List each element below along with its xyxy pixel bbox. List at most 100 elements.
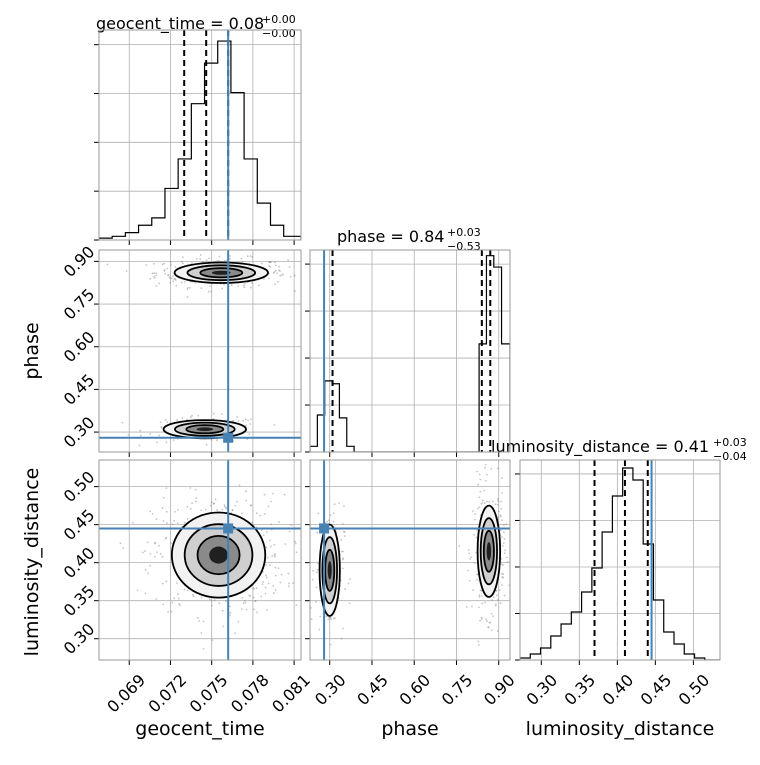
scatter-point [251,521,254,524]
scatter-point [161,263,164,266]
scatter-point [245,499,248,502]
scatter-point [250,418,252,421]
x-tick-label: 0.40 [599,670,638,709]
scatter-point [480,589,483,592]
scatter-point [167,273,170,276]
truth-marker [319,523,330,534]
scatter-point [242,602,245,604]
scatter-point [154,555,156,558]
scatter-point [245,490,247,493]
scatter-point [503,524,505,526]
x-tick-label: 0.075 [186,670,232,716]
scatter-point [279,270,281,272]
histogram-steps [99,40,301,240]
scatter-point [294,540,297,543]
scatter-point [269,261,272,264]
scatter-point [506,561,509,563]
scatter-point [263,513,266,515]
scatter-point [217,259,220,262]
xlabel-phase: phase [381,718,438,740]
scatter-point [494,503,497,506]
scatter-point [237,285,240,287]
scatter-point [182,262,184,265]
scatter-point [307,529,309,531]
scatter-point [229,611,232,614]
scatter-point [342,627,344,630]
scatter-point [144,592,147,595]
scatter-point [311,578,314,581]
density-contours [162,261,269,440]
axis-ticks [305,263,500,457]
scatter-point [276,272,279,275]
scatter-point [196,616,199,619]
scatter-point [194,488,197,491]
scatter-point [204,508,207,511]
scatter-point [475,536,478,539]
scatter-point [465,606,468,608]
panel-geocent-time-vs-phase: 0.30 0.45 0.600.75 0.90 phase [21,242,301,457]
scatter-point [154,541,157,544]
scatter-point [181,416,184,419]
scatter-point [328,519,330,522]
scatter-point [257,284,260,287]
scatter-point [342,558,344,561]
scatter-point [340,550,343,553]
scatter-point [163,269,166,271]
scatter-point [252,586,254,589]
scatter-point [476,578,478,581]
scatter-point [332,617,335,620]
scatter-point [485,618,488,621]
scatter-point [181,256,184,259]
scatter-point [490,629,493,632]
scatter-point [503,594,506,597]
scatter-point [174,510,176,513]
scatter-point [484,601,486,604]
scatter-point [231,508,234,511]
scatter-point [186,518,189,520]
scatter-point [171,523,174,526]
y-tick-label: 0.30 [60,619,99,658]
scatter-point [173,277,176,280]
scatter-point [225,506,228,509]
scatter-point [273,261,276,264]
scatter-point [484,466,487,469]
scatter-point [154,542,156,545]
scatter-point [499,515,502,518]
scatter-point [232,420,235,422]
panel-luminosity-distance-hist: 0.30 0.35 0.40 0.45 0.50 luminosity_distance… [491,436,747,740]
scatter-point [472,589,475,592]
scatter-point [288,530,291,533]
scatter-point [249,423,252,425]
scatter-point [197,414,200,417]
scatter-point [501,584,503,586]
scatter-point [486,620,488,623]
scatter-point [149,510,152,513]
truth-crosshair [310,460,510,660]
scatter-point [329,643,332,646]
scatter-point [144,550,147,552]
scatter-point [149,432,152,435]
scatter-point [249,255,252,257]
scatter-point [234,504,237,507]
scatter-point [214,498,217,501]
scatter-point [287,585,290,588]
scatter-point [119,542,122,545]
scatter-point [502,576,504,579]
scatter-point [342,530,345,533]
scatter-point [488,621,491,624]
scatter-point [221,287,224,290]
scatter-point [186,505,189,508]
scatter-point [348,602,351,605]
scatter-point [274,269,277,272]
scatter-point [476,470,479,473]
scatter-point [163,270,166,272]
scatter-point [244,601,247,604]
scatter-point [200,509,203,512]
scatter-point [149,552,152,555]
scatter-point [494,604,497,607]
scatter-point [248,594,251,597]
scatter-point [479,589,482,592]
scatter-point [265,574,267,577]
scatter-point [236,500,239,503]
scatter-point [477,507,479,510]
